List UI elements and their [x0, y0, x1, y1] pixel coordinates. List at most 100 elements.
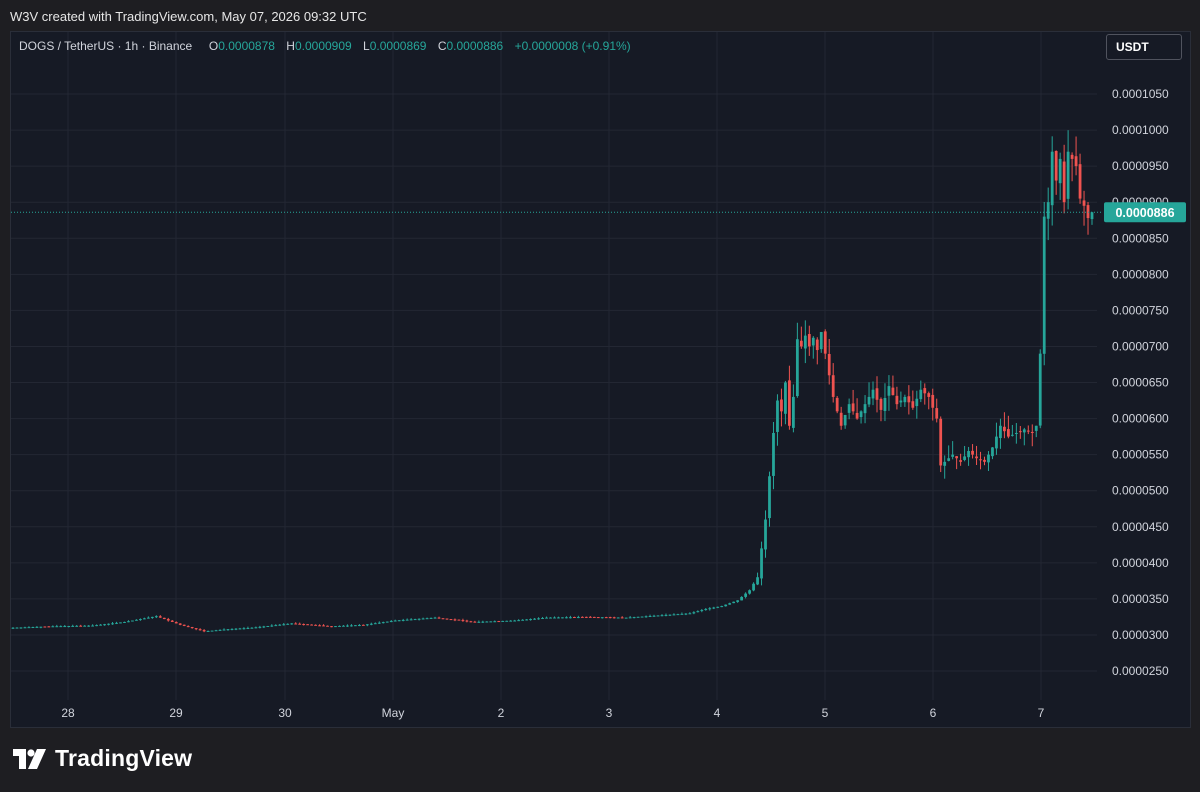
x-tick-label: May — [382, 706, 405, 720]
candle-body — [294, 623, 298, 625]
candle-body — [39, 626, 43, 628]
candle-body — [541, 617, 544, 619]
candle-body — [174, 622, 178, 624]
y-tick-label: 0.0000850 — [1112, 231, 1169, 245]
candle-body — [43, 626, 47, 628]
candle-body — [915, 398, 919, 407]
candle-body — [381, 622, 385, 624]
candle-body — [859, 411, 863, 418]
candle-body — [780, 399, 783, 412]
candle-body — [385, 621, 389, 623]
legend-close-key: C — [437, 39, 447, 53]
candle-body — [334, 626, 337, 628]
candle-body — [545, 617, 548, 619]
candle-body — [218, 629, 222, 631]
candle-body — [1054, 150, 1058, 181]
candle-body — [1046, 202, 1050, 219]
candle-body — [596, 617, 600, 619]
candle-body — [115, 622, 118, 624]
candle-body — [461, 620, 465, 622]
candle-body — [501, 620, 505, 622]
candle-body — [513, 620, 517, 622]
candle-body — [712, 607, 716, 609]
footer-brand: TradingView — [13, 745, 192, 772]
candle-body — [1086, 205, 1090, 219]
candle-body — [55, 626, 59, 628]
candle-body — [799, 340, 803, 347]
candle-body — [668, 614, 672, 616]
x-tick-label: 3 — [606, 706, 613, 720]
candle-body — [417, 618, 421, 620]
candle-body — [1018, 431, 1022, 433]
candle-body — [680, 613, 684, 615]
candle-body — [620, 617, 624, 619]
candle-body — [326, 625, 329, 627]
candle-body — [672, 614, 676, 616]
candle-body — [931, 394, 935, 408]
candle-body — [939, 418, 943, 466]
candle-body — [250, 627, 254, 629]
candle-body — [481, 621, 485, 623]
candle-body — [708, 608, 712, 610]
candle-body — [67, 625, 71, 627]
candle-body — [696, 611, 700, 613]
candle-body — [835, 397, 839, 412]
candle-body — [616, 617, 620, 619]
candle-body — [612, 617, 616, 619]
candle-body — [497, 621, 501, 623]
candle-body — [238, 628, 242, 630]
candle-body — [91, 625, 95, 627]
candle-body — [123, 621, 126, 623]
candle-body — [768, 476, 771, 519]
candlestick-chart[interactable]: 0.0000250 0.0000300 0.0000350 0.0000400 0.00… — [11, 32, 1191, 728]
candle-body — [35, 626, 39, 628]
currency-selector[interactable]: USDT — [1106, 34, 1182, 60]
last-price-label: 0.0000886 — [1115, 206, 1174, 220]
candle-body — [875, 388, 879, 400]
candle-body — [457, 619, 461, 621]
candle-body — [19, 627, 23, 629]
candle-body — [1014, 432, 1018, 434]
candle-body — [142, 618, 146, 620]
candle-body — [700, 610, 704, 612]
candle-body — [286, 623, 290, 625]
legend-high-key: H — [286, 39, 295, 53]
candle-body — [31, 627, 35, 629]
candle-body — [879, 398, 883, 410]
candle-body — [119, 622, 122, 624]
x-tick-label: 7 — [1038, 706, 1045, 720]
candle-body — [903, 396, 907, 403]
candle-body — [409, 619, 413, 621]
legend-open-value: 0.0000878 — [218, 39, 275, 53]
candle-body — [529, 619, 532, 621]
candle-body — [413, 619, 417, 621]
candle-body — [919, 389, 923, 400]
candle-body — [1006, 429, 1010, 437]
candle-body — [776, 400, 779, 432]
candle-body — [206, 630, 210, 632]
candle-body — [724, 604, 728, 607]
candle-body — [405, 619, 409, 621]
candle-body — [640, 616, 644, 618]
candle-body — [1062, 161, 1066, 203]
y-tick-label: 0.0000950 — [1112, 159, 1169, 173]
candle-body — [278, 624, 282, 626]
candle-body — [226, 629, 230, 631]
candle-body — [907, 396, 911, 403]
candle-body — [282, 624, 286, 626]
y-tick-label: 0.0000400 — [1112, 556, 1169, 570]
candle-body — [959, 460, 963, 462]
chart-panel[interactable]: 0.0000250 0.0000300 0.0000350 0.0000400 0.00… — [10, 31, 1191, 728]
candle-body — [819, 332, 823, 350]
candle-body — [1003, 426, 1006, 432]
candle-body — [967, 451, 970, 458]
candle-body — [369, 623, 373, 625]
candle-body — [648, 616, 652, 618]
candle-body — [365, 624, 369, 626]
candle-body — [254, 627, 258, 629]
candle-body — [664, 614, 668, 616]
candle-body — [684, 613, 688, 615]
candle-body — [899, 400, 903, 403]
x-tick-label: 30 — [278, 706, 292, 720]
candle-body — [843, 414, 847, 426]
